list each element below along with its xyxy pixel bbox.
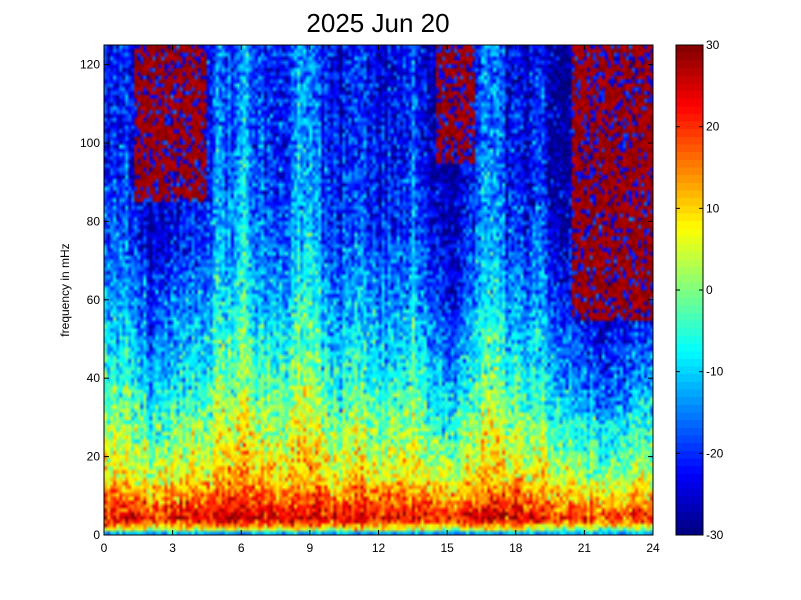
colorbar-gradient <box>676 45 703 535</box>
x-tick-label: 24 <box>646 541 660 555</box>
x-tick-label: 6 <box>238 541 245 555</box>
x-tick-label: 9 <box>307 541 314 555</box>
colorbar-tick-label: -10 <box>706 365 724 379</box>
colorbar-tick-label: 10 <box>706 201 720 215</box>
x-axis: 0 3 6 9 12 15 18 21 24 <box>101 45 660 555</box>
x-tick-label: 15 <box>440 541 454 555</box>
y-tick-label: 20 <box>87 450 101 464</box>
y-axis: 0 20 40 60 80 100 120 <box>80 58 653 542</box>
y-axis-label: frequency in mHz <box>58 243 72 336</box>
y-tick-label: 0 <box>93 528 100 542</box>
colorbar-tick-label: -20 <box>706 446 724 460</box>
y-tick-label: 100 <box>80 136 100 150</box>
x-tick-label: 0 <box>101 541 108 555</box>
colorbar-tick-label: -30 <box>706 528 724 542</box>
colorbar-tick-label: 0 <box>706 283 713 297</box>
x-tick-label: 12 <box>372 541 386 555</box>
chart-title: 2025 Jun 20 <box>306 8 449 38</box>
colorbar: -30 -20 -10 0 10 20 30 <box>675 38 724 542</box>
colorbar-tick-label: 20 <box>706 120 720 134</box>
y-tick-label: 60 <box>87 293 101 307</box>
heatmap-plot-area <box>103 44 654 536</box>
heatmap-image <box>104 45 653 535</box>
x-tick-label: 3 <box>169 541 176 555</box>
y-tick-label: 40 <box>87 371 101 385</box>
x-tick-label: 18 <box>509 541 523 555</box>
colorbar-ticks: -30 -20 -10 0 10 20 30 <box>676 38 724 542</box>
y-tick-label: 80 <box>87 214 101 228</box>
x-tick-label: 21 <box>578 541 592 555</box>
y-tick-label: 120 <box>80 58 100 72</box>
colorbar-tick-label: 30 <box>706 38 720 52</box>
